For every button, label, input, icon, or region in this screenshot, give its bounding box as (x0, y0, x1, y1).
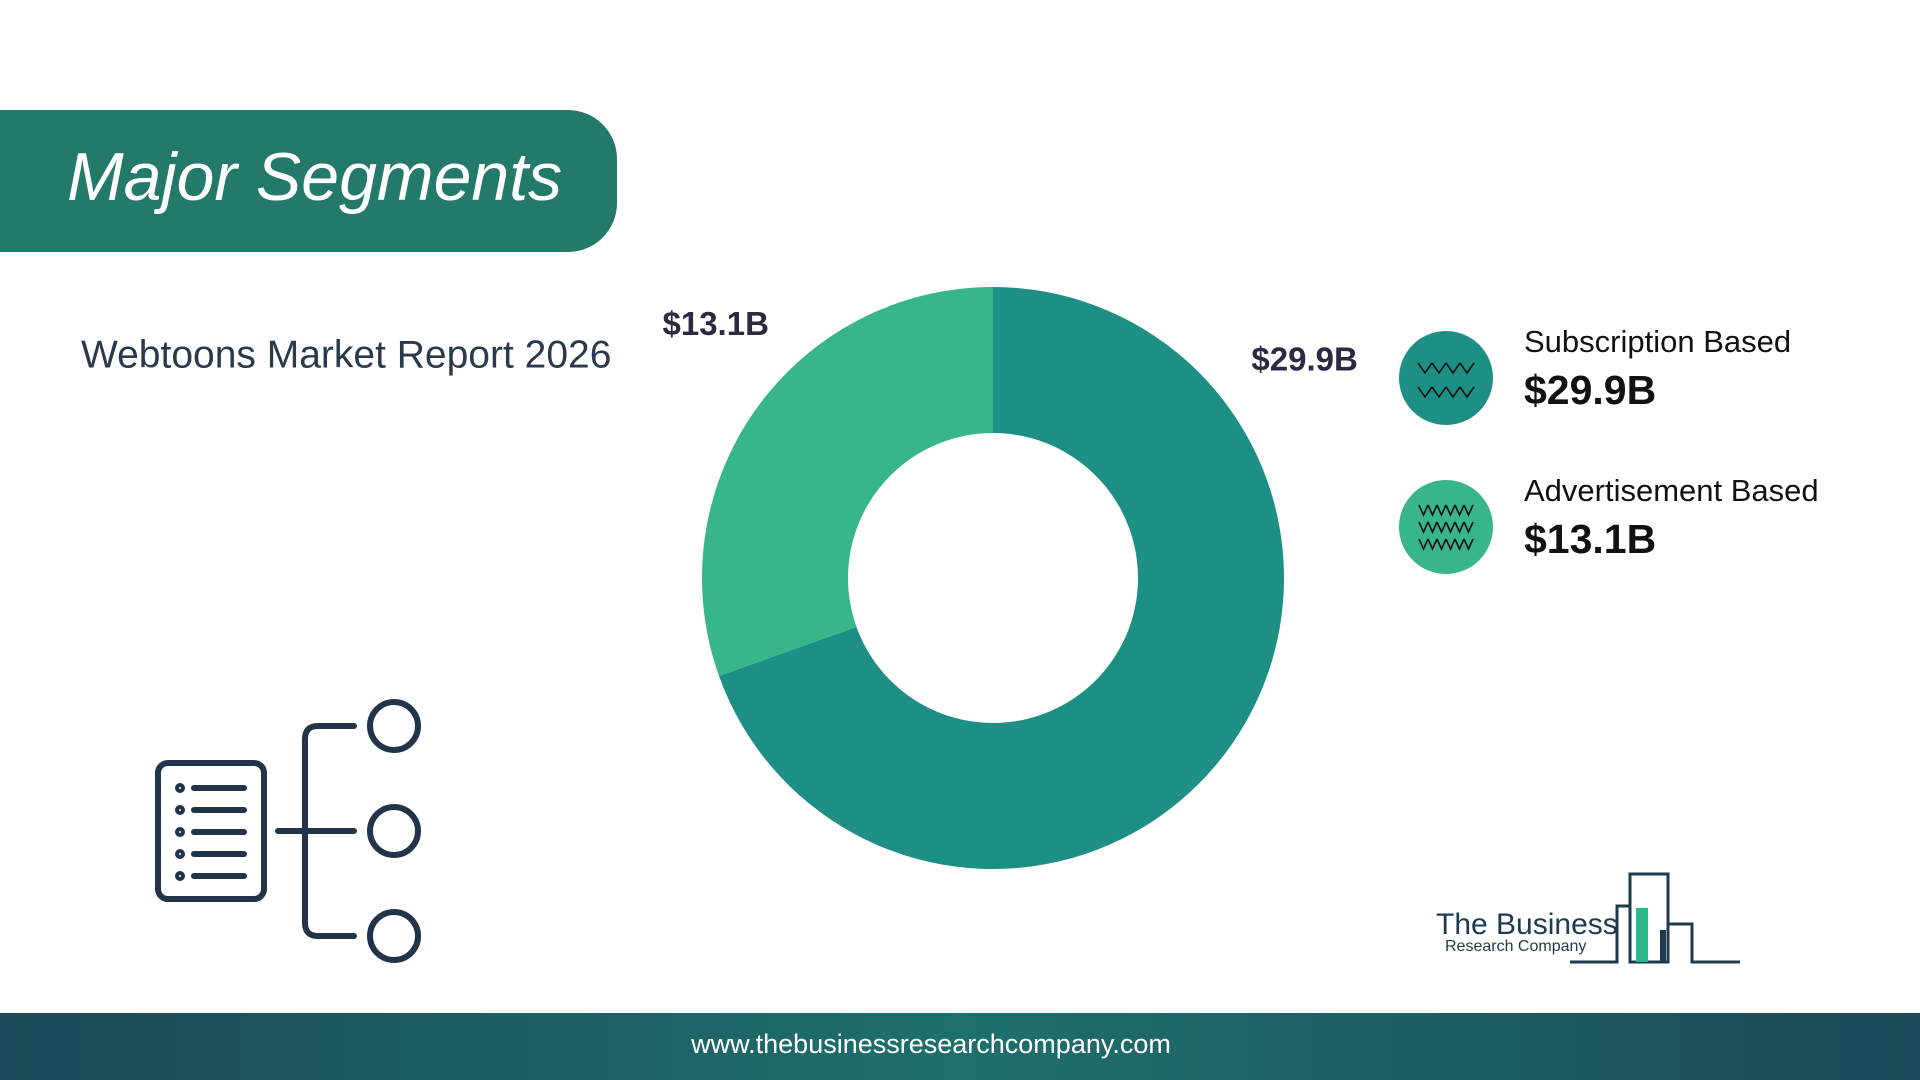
legend-value: $29.9B (1524, 367, 1656, 413)
legend-label: Advertisement Based (1524, 473, 1819, 508)
legend-swatch (1399, 331, 1493, 425)
title-banner (0, 110, 617, 252)
logo-line1: The Business (1436, 908, 1618, 941)
legend-label: Subscription Based (1524, 324, 1791, 359)
donut-segment (718, 287, 1284, 869)
legend-icon-row (1418, 504, 1474, 517)
legend-icon (1418, 504, 1474, 551)
segments-icon (155, 699, 421, 963)
legend-swatch (1399, 480, 1493, 574)
chart-title: Major Segments (67, 139, 562, 215)
legend-icon (1417, 362, 1475, 399)
logo: The Business Research Company (1436, 872, 1740, 964)
legend-value: $13.1B (1524, 516, 1656, 562)
footer-url[interactable]: www.thebusinessresearchcompany.com (690, 1029, 1171, 1059)
legend-icon-row (1417, 386, 1475, 399)
chart-subtitle: Webtoons Market Report 2026 (81, 333, 611, 376)
footer-band (0, 1013, 1920, 1080)
logo-line2: Research Company (1445, 938, 1586, 955)
data-label: $13.1B (662, 305, 768, 342)
donut-segment (701, 287, 993, 676)
legend-icon-row (1418, 538, 1474, 551)
legend-icon-row (1418, 521, 1474, 534)
legend-icon-row (1417, 362, 1475, 375)
data-label: $29.9B (1251, 340, 1357, 377)
